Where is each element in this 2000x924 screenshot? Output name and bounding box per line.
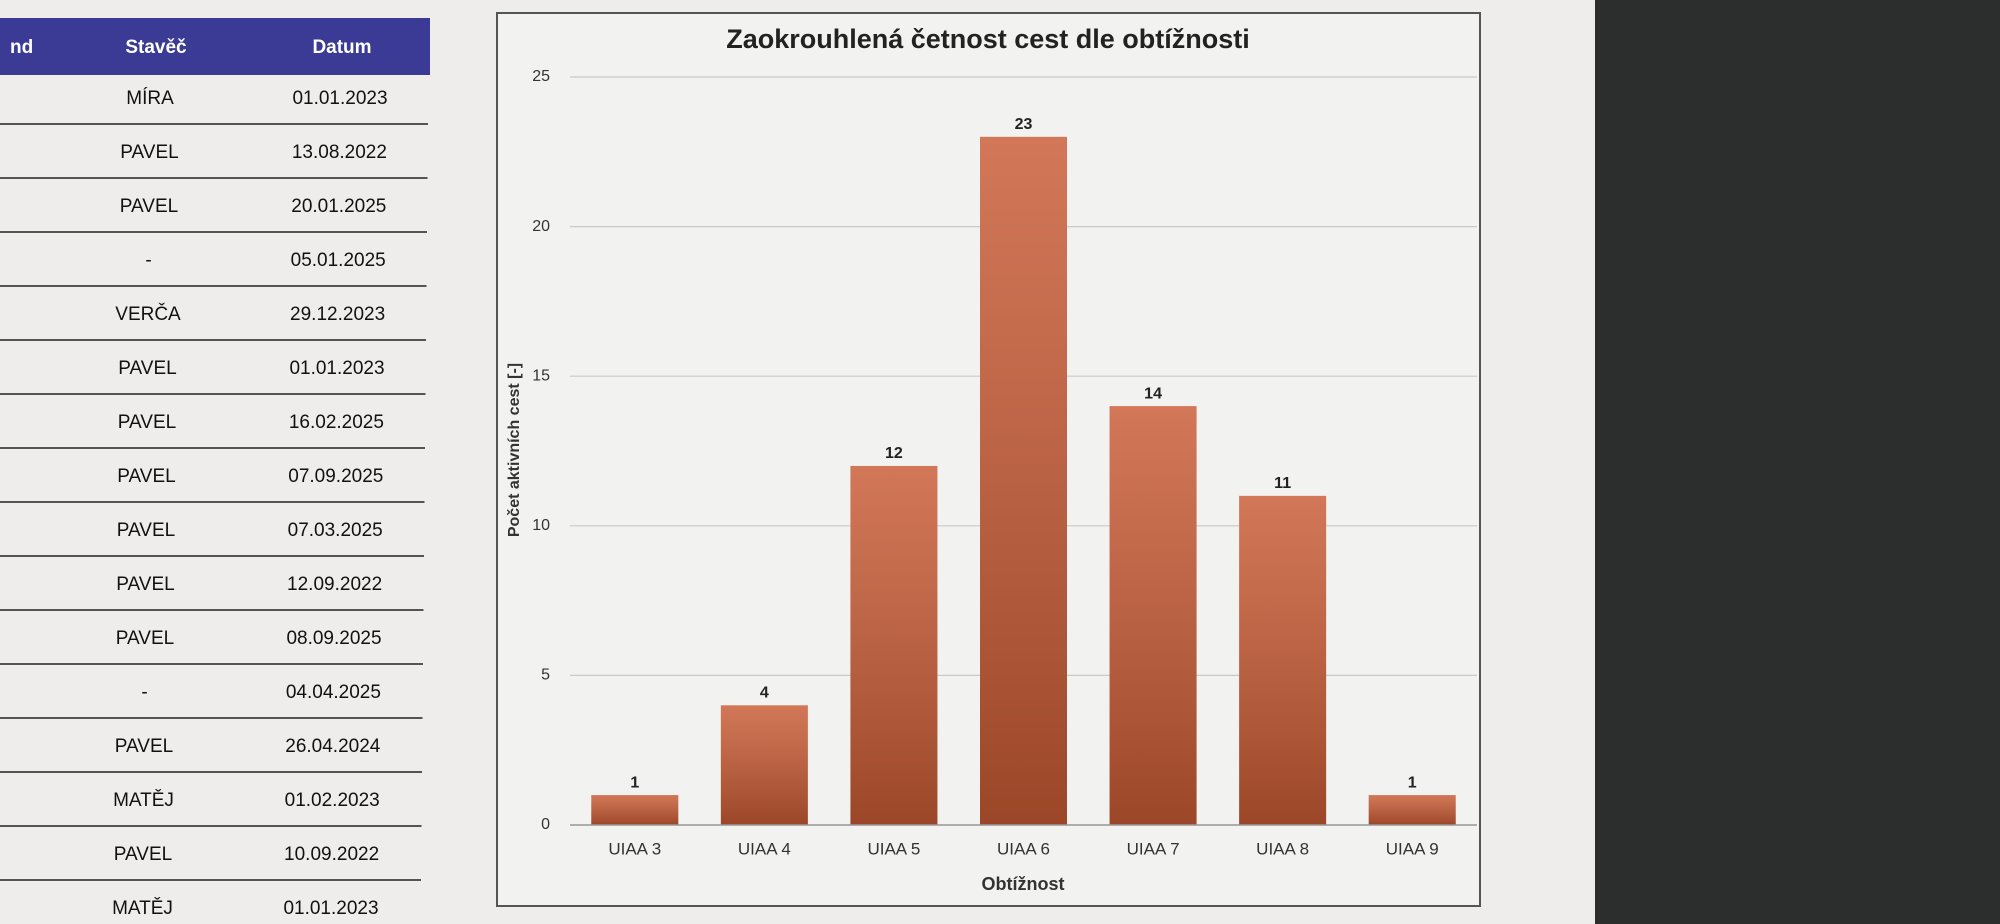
bar-shade (1239, 495, 1327, 825)
cell: 26.04.2024 (285, 736, 381, 757)
cell: PAVEL (117, 466, 175, 487)
x-tick-label: UIAA 3 (608, 839, 661, 858)
cell: 16.02.2025 (289, 412, 384, 433)
cell: 01.01.2023 (289, 358, 384, 379)
header-cell: Datum (312, 37, 371, 58)
cell: MÍRA (126, 88, 174, 109)
x-tick-label: UIAA 8 (1256, 839, 1309, 858)
cell: 07.09.2025 (288, 466, 383, 487)
cell: PAVEL (118, 358, 176, 379)
data-label: 1 (1408, 774, 1417, 791)
cell: PAVEL (120, 196, 178, 217)
x-axis-label: Obtížnost (982, 874, 1065, 894)
bar-shade (980, 136, 1067, 826)
plot: 0 5 10 15 20 25 UIAA 3 1 UIAA 4 4 UIAA 5 12 UIAA 6 23… (532, 68, 1477, 858)
bar-shade (1109, 406, 1197, 825)
data-label: 14 (1144, 385, 1162, 402)
y-axis-label: Počet aktivních cest [-] (506, 363, 523, 537)
bar-shade (591, 795, 679, 825)
data-label: 4 (760, 685, 769, 702)
cell: VERČA (115, 303, 181, 325)
cell: 29.12.2023 (290, 304, 385, 325)
cell: PAVEL (118, 412, 176, 433)
x-tick-label: UIAA 9 (1386, 839, 1439, 858)
cell: 01.01.2023 (283, 898, 378, 919)
cell: MATĚJ (112, 897, 173, 919)
data-label: 23 (1015, 116, 1033, 133)
cell: 08.09.2025 (286, 628, 381, 649)
data-label: 12 (885, 445, 903, 462)
cell: PAVEL (114, 844, 172, 865)
y-tick-label: 15 (532, 367, 550, 384)
table-body: MÍRA 01.01.2023 PAVEL 13.08.2022 PAVEL 20.01.… (0, 88, 428, 919)
table-header (0, 18, 430, 75)
cell: 10.09.2022 (284, 844, 379, 865)
dark-background (1595, 0, 2000, 924)
cell: 12.09.2022 (287, 574, 382, 595)
data-label: 1 (630, 774, 639, 791)
x-tick-label: UIAA 5 (867, 839, 920, 858)
cell: PAVEL (116, 574, 174, 595)
cell: PAVEL (117, 520, 175, 541)
cell: MATĚJ (113, 789, 174, 811)
y-tick-label: 25 (532, 68, 550, 85)
cell: PAVEL (120, 142, 178, 163)
y-tick-label: 0 (541, 816, 550, 833)
cell: 01.02.2023 (285, 790, 380, 811)
cell: 05.01.2025 (291, 250, 386, 271)
cell: PAVEL (115, 736, 173, 757)
cell: PAVEL (116, 628, 174, 649)
y-tick-label: 5 (541, 667, 550, 684)
chart-title: Zaokrouhlená četnost cest dle obtížnosti (726, 24, 1250, 54)
data-label: 11 (1274, 475, 1291, 492)
cell: - (141, 682, 147, 703)
y-tick-label: 10 (532, 517, 550, 534)
x-tick-label: UIAA 6 (997, 839, 1050, 858)
header-cell: Stavěč (125, 37, 187, 58)
x-tick-label: UIAA 4 (738, 839, 791, 858)
bar-shade (1368, 795, 1456, 825)
header-cell: nd (10, 37, 33, 58)
cell: 13.08.2022 (292, 142, 387, 163)
bar-shade (850, 465, 938, 825)
cell: - (145, 250, 151, 271)
cell: 01.01.2023 (292, 88, 387, 109)
cell: 07.03.2025 (288, 520, 383, 541)
cell: 04.04.2025 (286, 682, 381, 703)
cell: 20.01.2025 (291, 196, 386, 217)
bar-shade (720, 705, 808, 825)
x-tick-label: UIAA 7 (1127, 839, 1180, 858)
y-tick-label: 20 (532, 218, 550, 235)
